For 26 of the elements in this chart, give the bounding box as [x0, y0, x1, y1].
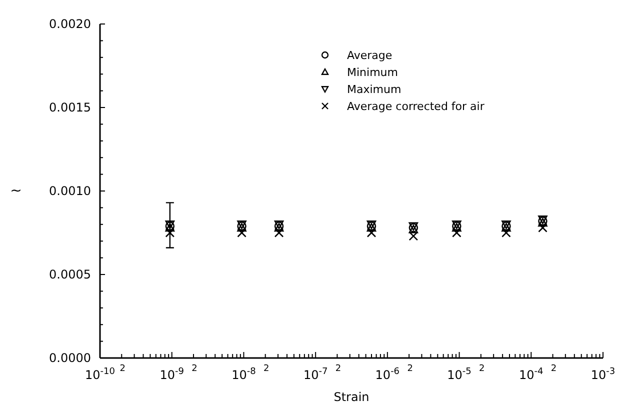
y-tick-label: 0.0000: [49, 351, 91, 365]
x-tick-label: 10$^{-4}$: [519, 367, 544, 382]
legend-label: Maximum: [347, 83, 402, 96]
legend-label: Minimum: [347, 66, 398, 79]
y-tick-label: 0.0010: [49, 184, 91, 198]
text: 2: [120, 364, 126, 374]
text: 2: [192, 364, 198, 374]
y-axis-title: ~: [10, 183, 22, 199]
text: 2: [479, 364, 485, 374]
x-tick-label: 10$^{-6}$: [375, 367, 400, 382]
legend-label: Average corrected for air: [347, 100, 485, 113]
text: 2: [407, 364, 413, 374]
legend-label: Average: [347, 49, 392, 62]
y-tick-label: 0.0005: [49, 268, 91, 282]
x-tick-label: 10$^{-7}$: [303, 367, 328, 382]
text: 2: [335, 364, 342, 374]
y-tick-label: 0.0015: [49, 100, 91, 114]
x-tick-label: 10$^{-10}$: [85, 367, 116, 382]
x-tick-label: 10$^{-9}$: [160, 367, 184, 382]
text: 2: [263, 364, 270, 374]
x-axis-title: Strain: [334, 390, 370, 404]
x-tick-label: 10$^{-5}$: [447, 367, 472, 382]
text: 2: [550, 364, 557, 374]
y-tick-label: 0.0020: [49, 17, 91, 31]
x-tick-label: 10$^{-3}$: [590, 367, 616, 382]
x-tick-label: 10$^{-8}$: [232, 367, 256, 382]
